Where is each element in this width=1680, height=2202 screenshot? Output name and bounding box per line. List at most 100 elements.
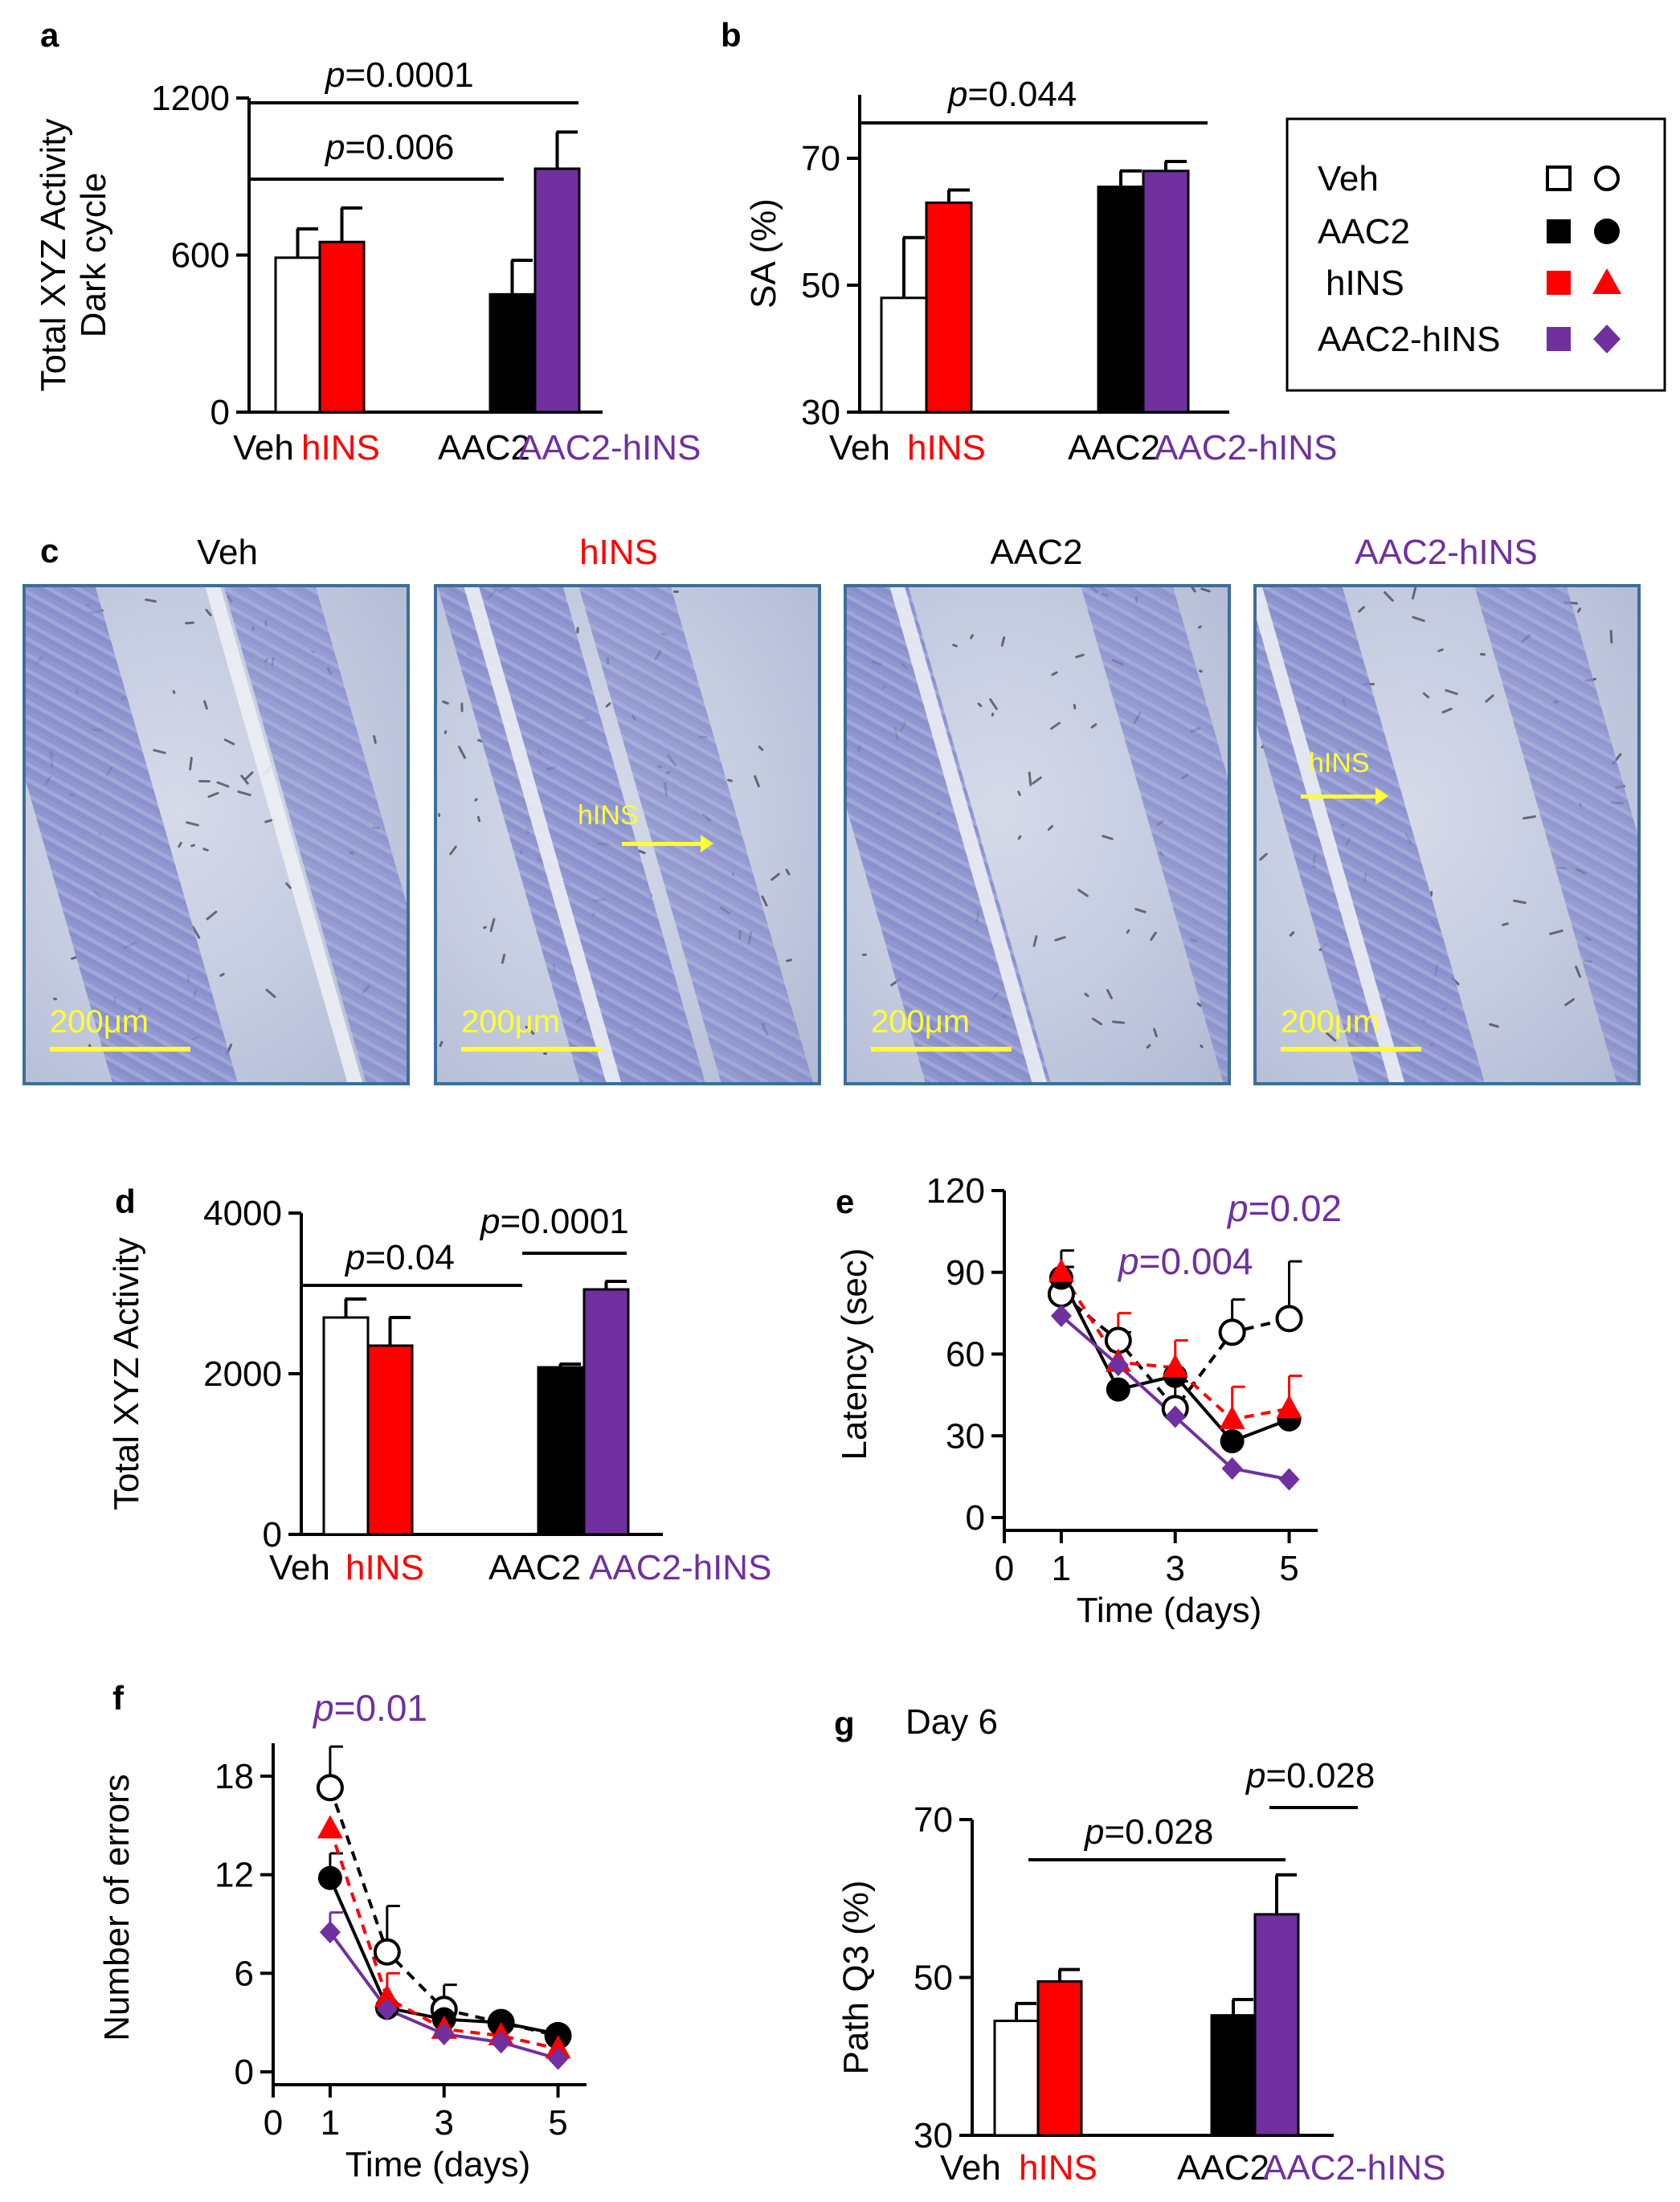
series-line-veh — [1060, 1293, 1290, 1411]
cell-speck — [476, 815, 481, 823]
cell-speck — [152, 748, 167, 755]
p-value-label: p=0.006 — [324, 128, 454, 167]
p-value: =0.006 — [345, 128, 454, 167]
p-value-label: p=0.02 — [1226, 1187, 1342, 1229]
y-tick-label: 30 — [801, 393, 840, 432]
cell-speck — [753, 774, 761, 788]
cell-speck — [991, 712, 995, 717]
legend-square-marker — [1547, 219, 1571, 243]
marker-veh — [1218, 1318, 1246, 1346]
marker-aac2-hins — [1107, 1354, 1129, 1377]
y-tick-label: 4000 — [203, 1194, 282, 1233]
p-value: =0.0001 — [500, 1202, 628, 1241]
micrograph-hins: hINS 200μm — [434, 584, 821, 1085]
cell-speck — [223, 737, 235, 746]
cell-speck — [1576, 607, 1582, 614]
legend-label: Veh — [1318, 159, 1379, 198]
cell-speck — [1190, 587, 1197, 594]
x-axis-label: Time (days) — [1077, 1591, 1262, 1630]
cell-speck — [441, 700, 450, 705]
scale-bar-label: 200μm — [871, 1004, 971, 1040]
cell-speck — [206, 791, 220, 799]
legend-label: hINS — [1326, 264, 1404, 303]
cell-speck — [542, 1052, 548, 1056]
marker-hins — [374, 1983, 400, 2008]
x-tick-label: 1 — [321, 2103, 340, 2143]
legend-square-marker — [1546, 165, 1572, 191]
legend-box: Veh AAC2 hINS AAC2-hINS — [1286, 117, 1666, 392]
cell-speck — [1000, 635, 1006, 648]
panel-letter: f — [112, 1679, 125, 1717]
cell-speck — [1106, 988, 1114, 1000]
y-tick-label: 1200 — [151, 79, 230, 118]
p-value: =0.01 — [334, 1687, 427, 1729]
cell-speck — [1077, 888, 1089, 898]
panel-a-bar-chart: a 0 600 1200 Total XYZ ActivityDark cycle Veh… — [34, 16, 701, 468]
marker-aac2-hins — [433, 2022, 455, 2045]
cell-speck — [784, 868, 791, 876]
hins-arrow — [622, 835, 713, 852]
cell-speck — [1289, 930, 1295, 938]
category-label: Veh — [233, 428, 294, 468]
y-axis-label-line: Path Q3 (%) — [836, 1880, 876, 2074]
cell-speck — [1441, 707, 1453, 714]
cell-speck — [1047, 824, 1054, 831]
cell-speck — [1073, 703, 1077, 710]
cell-speck — [444, 729, 448, 735]
bar-aac2-hins — [533, 167, 581, 414]
bar-hins — [1036, 1979, 1083, 2137]
micrograph-aac2: 200μm — [844, 584, 1231, 1085]
series-line-hins — [1060, 1271, 1290, 1422]
legend-circle-marker — [1594, 165, 1620, 191]
cell-speck — [448, 845, 458, 856]
cell-speck — [1074, 653, 1085, 659]
x-tick-label: 0 — [995, 1549, 1014, 1588]
bar-veh — [993, 2020, 1040, 2137]
cell-speck — [1522, 815, 1537, 820]
bar-aac2-hins — [1253, 1913, 1300, 2137]
cell-speck — [726, 778, 734, 782]
marker-aac2 — [317, 1865, 342, 1890]
cell-speck — [1049, 721, 1061, 731]
p-symbol: p — [324, 55, 345, 95]
cell-speck — [473, 797, 479, 803]
marker-veh — [373, 1938, 401, 1966]
p-value-label: p=0.0001 — [479, 1202, 629, 1241]
x-tick-label: 5 — [548, 2103, 567, 2143]
micrograph-titles: c Veh hINS AAC2 AAC2-hINS — [40, 532, 1538, 572]
category-label: AAC2-hINS — [518, 428, 701, 468]
cell-speck — [1564, 997, 1576, 1007]
category-label: AAC2 — [438, 428, 530, 468]
category-label: AAC2 — [1068, 428, 1160, 468]
p-symbol: p — [1083, 1812, 1104, 1852]
p-symbol: p — [1117, 1240, 1139, 1282]
p-symbol: p — [324, 128, 345, 167]
bar-veh — [880, 296, 928, 414]
y-tick-label: 12 — [215, 1856, 254, 1895]
x-tick-label: 1 — [1052, 1549, 1071, 1588]
micrograph-title: AAC2 — [991, 533, 1083, 572]
p-value-label: p=0.04 — [344, 1238, 455, 1277]
y-tick-label: 120 — [926, 1171, 985, 1211]
bar-veh — [274, 256, 321, 414]
hins-arrow-label: hINS — [578, 800, 639, 831]
y-tick-label: 90 — [946, 1253, 985, 1293]
panel-letter: e — [836, 1183, 854, 1220]
cell-speck — [1090, 722, 1098, 729]
p-value: =0.028 — [1265, 1756, 1375, 1796]
cell-speck — [457, 745, 467, 760]
cell-speck — [1197, 624, 1203, 630]
marker-veh — [316, 1774, 344, 1802]
cell-speck — [205, 909, 219, 921]
legend-circle-marker — [1594, 219, 1620, 244]
cell-speck — [951, 643, 959, 648]
x-tick-label: 5 — [1279, 1549, 1298, 1588]
cell-speck — [1411, 615, 1426, 623]
bar-aac2-hins — [582, 1288, 630, 1536]
cell-speck — [190, 844, 196, 848]
cell-speck — [1199, 1044, 1204, 1049]
marker-veh — [1275, 1305, 1303, 1333]
category-label: hINS — [907, 428, 986, 468]
marker-hins — [1276, 1395, 1302, 1419]
marker-hins — [545, 2035, 571, 2059]
